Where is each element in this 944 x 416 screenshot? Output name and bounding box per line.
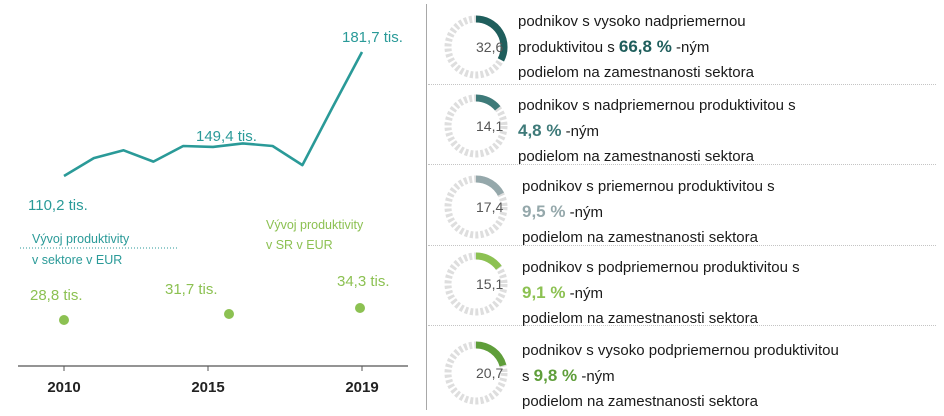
sector-value-label: 110,2 tis. xyxy=(28,197,88,214)
row-prefix: produktivitou s xyxy=(518,39,619,56)
row-line-2: s 9,8 % -ným xyxy=(522,363,839,389)
country-series-name: Vývoj produktivity xyxy=(266,218,364,232)
country-data-point xyxy=(59,315,69,325)
row-line-3: podielom na zamestnanosti sektora xyxy=(522,393,758,410)
donut-value: 32,6 xyxy=(476,39,503,55)
sector-productivity-line xyxy=(63,51,364,178)
sector-value-label: 149,4 tis. xyxy=(196,128,257,145)
donut-arc xyxy=(475,94,501,111)
row-line-1: podnikov s podpriemernou produktivitou s xyxy=(522,259,800,276)
row-suffix: -ným xyxy=(561,123,599,140)
donut-value: 20,7 xyxy=(476,365,503,381)
row-separator xyxy=(428,84,936,85)
country-data-point xyxy=(355,303,365,313)
row-description: podnikov s vysoko nadpriemernou produktiv… xyxy=(518,9,754,85)
x-tick-label: 2010 xyxy=(47,379,80,396)
row-line-3: podielom na zamestnanosti sektora xyxy=(522,229,758,246)
row-share-percent: 9,8 % xyxy=(533,366,578,385)
panel-divider xyxy=(426,4,427,410)
row-separator xyxy=(428,245,936,246)
x-tick-label: 2015 xyxy=(191,379,224,396)
sector-series-name: Vývoj produktivity xyxy=(32,232,130,246)
country-value-label: 28,8 tis. xyxy=(30,287,83,304)
row-share-percent: 66,8 % xyxy=(618,37,672,56)
country-value-label: 34,3 tis. xyxy=(337,273,390,290)
country-value-label: 31,7 tis. xyxy=(165,281,218,298)
row-share-percent: 4,8 % xyxy=(518,121,562,140)
row-separator xyxy=(428,325,936,326)
country-series-name: v SR v EUR xyxy=(266,238,333,252)
row-line-1: podnikov s nadpriemernou produktivitou s xyxy=(518,97,796,114)
row-line-3: podielom na zamestnanosti sektora xyxy=(518,64,754,81)
row-prefix: s xyxy=(522,368,534,385)
row-description: podnikov s podpriemernou produktivitou s… xyxy=(522,255,800,331)
row-separator xyxy=(428,164,936,165)
row-description: podnikov s vysoko podpriemernou produkti… xyxy=(522,338,839,414)
row-line-3: podielom na zamestnanosti sektora xyxy=(518,148,754,165)
donut-value: 15,1 xyxy=(476,276,503,292)
row-line-1: podnikov s vysoko nadpriemernou xyxy=(518,13,746,30)
sector-value-label: 181,7 tis. xyxy=(342,29,403,46)
x-tick-label: 2019 xyxy=(345,379,378,396)
row-description: podnikov s priemernou produktivitou s 9,5… xyxy=(522,174,775,250)
row-suffix: -ným xyxy=(565,285,603,302)
donut-value: 14,1 xyxy=(476,118,503,134)
donut-arc xyxy=(475,252,502,270)
row-line-2: 9,1 % -ným xyxy=(522,280,800,306)
row-suffix: -ným xyxy=(577,368,615,385)
row-line-1: podnikov s priemernou produktivitou s xyxy=(522,178,775,195)
row-line-2: 4,8 % -ným xyxy=(518,118,796,144)
country-data-point xyxy=(224,309,234,319)
donut-arc xyxy=(475,341,507,367)
row-description: podnikov s nadpriemernou produktivitou s… xyxy=(518,93,796,169)
sector-series-name: v sektore v EUR xyxy=(32,253,122,267)
row-suffix: -ným xyxy=(565,204,603,221)
row-line-2: 9,5 % -ným xyxy=(522,199,775,225)
donut-value: 17,4 xyxy=(476,199,503,215)
row-share-percent: 9,5 % xyxy=(522,202,566,221)
row-line-1: podnikov s vysoko podpriemernou produkti… xyxy=(522,342,839,359)
row-suffix: -ným xyxy=(671,39,710,56)
row-line-2: produktivitou s 66,8 % -ným xyxy=(518,34,754,60)
donut-arc xyxy=(475,15,508,62)
row-line-3: podielom na zamestnanosti sektora xyxy=(522,310,758,327)
row-share-percent: 9,1 % xyxy=(522,283,566,302)
donut-arc xyxy=(475,175,505,196)
